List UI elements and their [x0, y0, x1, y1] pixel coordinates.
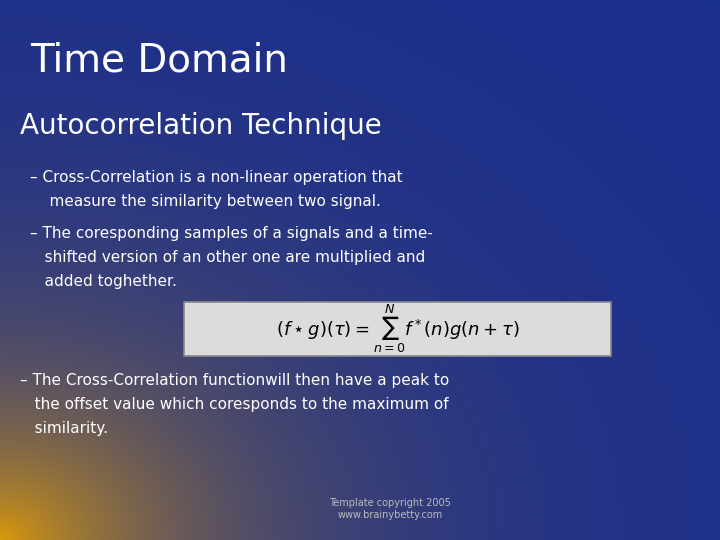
- Text: similarity.: similarity.: [20, 421, 108, 436]
- Text: Autocorrelation Technique: Autocorrelation Technique: [20, 112, 382, 140]
- Text: added toghether.: added toghether.: [30, 274, 177, 289]
- FancyBboxPatch shape: [184, 302, 611, 356]
- Text: Time Domain: Time Domain: [30, 42, 288, 80]
- Text: shifted version of an other one are multiplied and: shifted version of an other one are mult…: [30, 250, 426, 265]
- Text: – The Cross-Correlation functionwill then have a peak to: – The Cross-Correlation functionwill the…: [20, 373, 449, 388]
- Text: the offset value which coresponds to the maximum of: the offset value which coresponds to the…: [20, 397, 449, 412]
- Text: – Cross-Correlation is a non-linear operation that: – Cross-Correlation is a non-linear oper…: [30, 170, 402, 185]
- Text: Template copyright 2005: Template copyright 2005: [329, 498, 451, 508]
- Text: $(f \star g)(\tau) = \sum_{n=0}^{N} f^*(n)g(n + \tau)$: $(f \star g)(\tau) = \sum_{n=0}^{N} f^*(…: [276, 302, 519, 355]
- Text: measure the similarity between two signal.: measure the similarity between two signa…: [30, 194, 381, 209]
- Text: www.brainybetty.com: www.brainybetty.com: [338, 510, 443, 520]
- Text: – The coresponding samples of a signals and a time-: – The coresponding samples of a signals …: [30, 226, 433, 241]
